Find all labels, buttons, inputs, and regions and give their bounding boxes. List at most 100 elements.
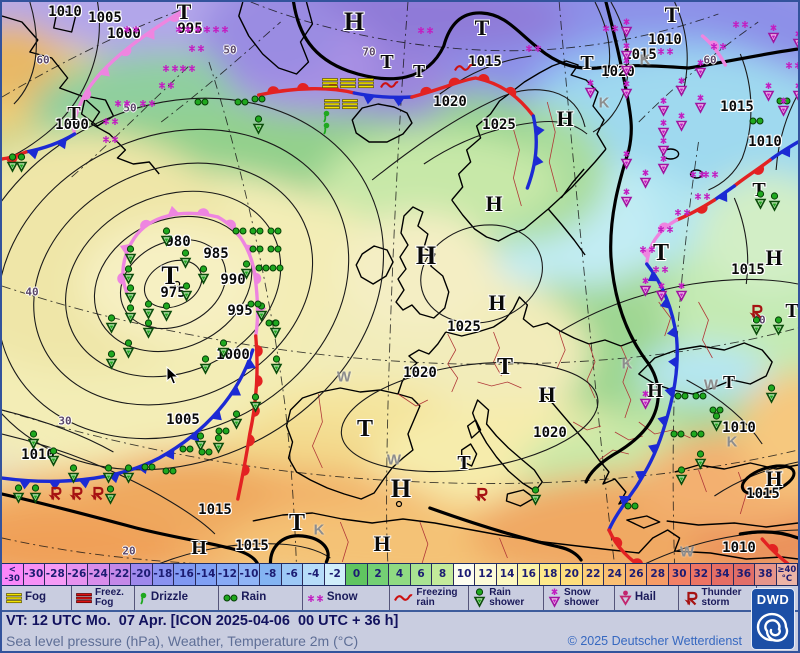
cold-front (2, 348, 255, 484)
legend-item-label: Snow (326, 591, 358, 604)
front-glyph (48, 481, 61, 491)
footer-validity-row: VT: 12 UTC Mo. 07 Apr. [ICON 2025-04-06 … (2, 612, 798, 632)
temp-scale-cell: 26 (625, 564, 648, 585)
temp-scale-cell: 0 (346, 564, 368, 585)
legend-item-freezing-rain: Freezing rain (390, 586, 470, 610)
front-glyph (635, 470, 646, 482)
front-glyph (242, 464, 250, 476)
front-glyph (619, 495, 630, 506)
legend-item-label: Rain shower (489, 587, 525, 608)
legend-item-snow: Snow (303, 586, 391, 610)
temp-scale-cell: 18 (539, 564, 562, 585)
temperature-scale: < -30 -30 -28 -26 -24 -22 -20 -18 -16 -14 -12 -10 -8-… (2, 563, 798, 586)
temp-scale-cell: -20 (131, 564, 153, 585)
temp-scale-cell: -6 (281, 564, 304, 585)
warm-front (607, 528, 639, 563)
front-glyph (659, 297, 671, 309)
parameter-text: Sea level pressure (hPa), Weather, Tempe… (6, 633, 359, 649)
temp-scale-cell: 32 (690, 564, 713, 585)
temp-scale-cell: -24 (88, 564, 110, 585)
front-glyph (254, 272, 262, 285)
map-canvas: 1010 1005 1000 995 1000 980 985 990 995 1000 1005 9… (2, 2, 798, 563)
front-glyph (696, 204, 708, 214)
temp-scale-cell: < -30 (2, 564, 24, 585)
front-glyph (225, 219, 236, 230)
temp-scale-cell: -26 (66, 564, 89, 585)
front-glyph (420, 86, 432, 95)
cold-front (352, 91, 414, 100)
front-glyph (780, 146, 791, 158)
front-glyph (211, 409, 222, 421)
footer-parameter-row: Sea level pressure (hPa), Weather, Tempe… (2, 632, 798, 651)
temp-scale-cell: 30 (668, 564, 691, 585)
temp-scale-cell: 20 (561, 564, 583, 585)
front-glyph (144, 28, 155, 40)
high-center-marker (395, 500, 403, 508)
legend-item-fog: Fog (2, 586, 73, 610)
drizzle-symbol (139, 592, 148, 605)
legend-item-rain-shower: Rain shower (469, 586, 545, 610)
front-glyph (753, 165, 765, 175)
thunderstorm-symbol (683, 590, 699, 607)
temp-scale-cell: 34 (712, 564, 734, 585)
warm-front (257, 87, 356, 97)
front-glyph (99, 65, 110, 77)
front-glyph (668, 356, 678, 369)
warm-front (236, 334, 259, 501)
copyright-text: © 2025 Deutscher Wetterdienst (567, 634, 742, 648)
legend-item-drizzle: Drizzle (135, 586, 220, 610)
temp-scale-cell: 28 (647, 564, 669, 585)
temp-scale-cell: 10 (453, 564, 476, 585)
front-glyph (247, 434, 255, 447)
front-glyph (533, 154, 544, 167)
front-glyph (612, 537, 623, 548)
warm-front (410, 76, 536, 118)
map-base (2, 2, 798, 563)
temp-scale-cell: 22 (582, 564, 605, 585)
temp-scale-cell: 38 (755, 564, 777, 585)
warm-front (674, 198, 717, 222)
occluded-front (645, 218, 679, 266)
temp-scale-cell: 36 (733, 564, 756, 585)
legend-item-label: Fog (25, 591, 47, 604)
front-glyph (768, 544, 779, 555)
cold-front (525, 114, 538, 190)
legend-item-hail: Hail (615, 586, 679, 610)
temp-scale-cell: -4 (303, 564, 325, 585)
warm-front (732, 158, 772, 188)
front-glyph (666, 326, 677, 339)
temp-scale-cell: -28 (45, 564, 67, 585)
validity-text: VT: 12 UTC Mo. 07 Apr. [ICON 2025-04-06 … (6, 613, 399, 629)
front-glyph (363, 94, 375, 105)
legend-item-thunder-storm: Thunder storm (679, 586, 757, 610)
front-glyph (245, 358, 256, 370)
front-glyph (188, 430, 200, 442)
dwd-spiral-icon (756, 612, 789, 642)
snow-symbol (307, 594, 324, 603)
cold-front (24, 132, 77, 154)
front-glyph (256, 374, 263, 387)
temp-scale-cell: -16 (174, 564, 196, 585)
front-glyph (197, 208, 210, 215)
temp-scale-cell: -10 (238, 564, 261, 585)
front-glyph (78, 478, 91, 489)
temp-scale-cell: 2 (367, 564, 390, 585)
weather-fronts (2, 6, 798, 563)
temp-scale-cell: 6 (410, 564, 433, 585)
occluded-front (71, 6, 189, 136)
legend-item-label: Rain (241, 591, 267, 604)
legend-item-freez-fog: Freez. Fog (72, 586, 135, 610)
dwd-logo-text: DWD (756, 592, 790, 607)
temp-scale-cell: 16 (518, 564, 540, 585)
front-glyph (27, 149, 39, 160)
legend-item-snow-shower: Snow shower (544, 586, 615, 610)
rain-shower-symbol (473, 588, 486, 608)
front-glyph (648, 443, 659, 455)
front-glyph (505, 86, 517, 97)
front-glyph (169, 12, 181, 22)
dwd-logo: DWD (751, 588, 795, 650)
temp-scale-cell: -18 (152, 564, 175, 585)
front-glyph (120, 46, 132, 57)
front-glyph (717, 191, 728, 202)
